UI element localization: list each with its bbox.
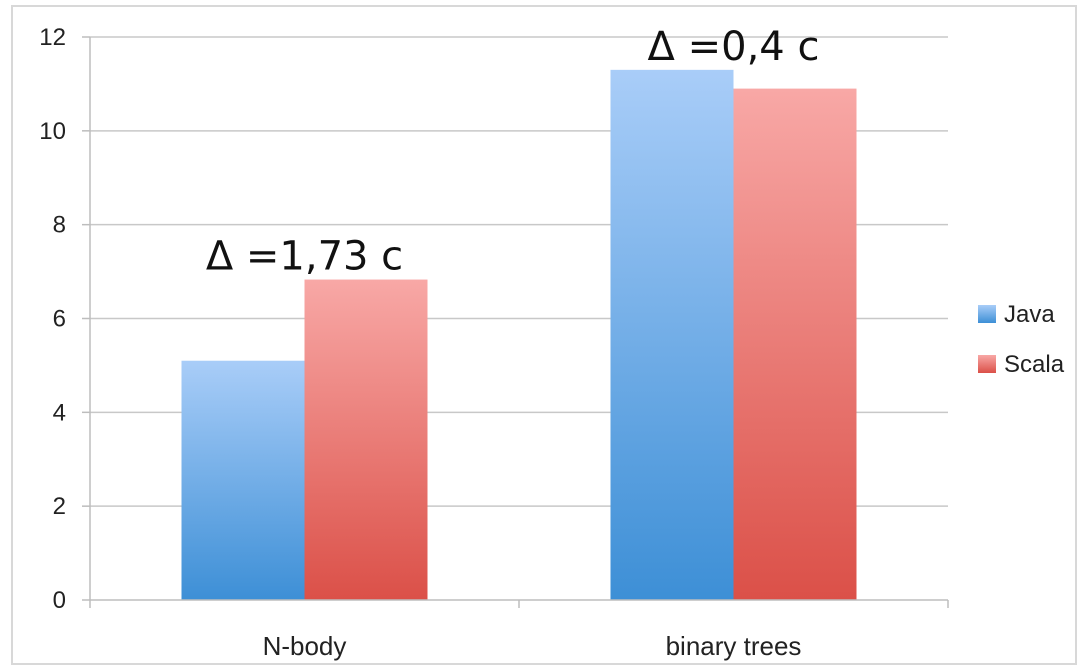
bars (181, 69, 857, 600)
y-tick-label: 10 (39, 118, 66, 145)
x-category-label: N-body (263, 631, 347, 661)
x-category-label: binary trees (666, 631, 802, 661)
y-tick-label: 8 (53, 212, 66, 239)
x-axis: N-body binary trees (89, 37, 949, 661)
y-axis-ticks: 0 2 4 6 8 10 12 (39, 24, 90, 614)
y-tick-label: 2 (53, 493, 66, 520)
chart-frame (11, 5, 1077, 665)
bar-scala-1 (733, 88, 857, 600)
legend: Java Scala (978, 301, 1065, 378)
legend-label-java: Java (1004, 301, 1055, 328)
legend-swatch-scala (978, 355, 996, 373)
legend-swatch-java (978, 305, 996, 323)
bar-java-0 (181, 360, 305, 600)
y-tick-label: 6 (53, 306, 66, 333)
y-tick-label: 4 (53, 399, 66, 426)
y-tick-label: 0 (53, 587, 66, 614)
delta-annotation: Δ =0,4 c (648, 24, 820, 70)
bar-java-1 (610, 69, 734, 600)
y-tick-label: 12 (39, 24, 66, 51)
delta-annotation: Δ =1,73 c (206, 234, 403, 280)
annotations: Δ =1,73 c Δ =0,4 c (206, 24, 820, 280)
legend-label-scala: Scala (1004, 351, 1065, 378)
bar-scala-0 (304, 279, 428, 600)
